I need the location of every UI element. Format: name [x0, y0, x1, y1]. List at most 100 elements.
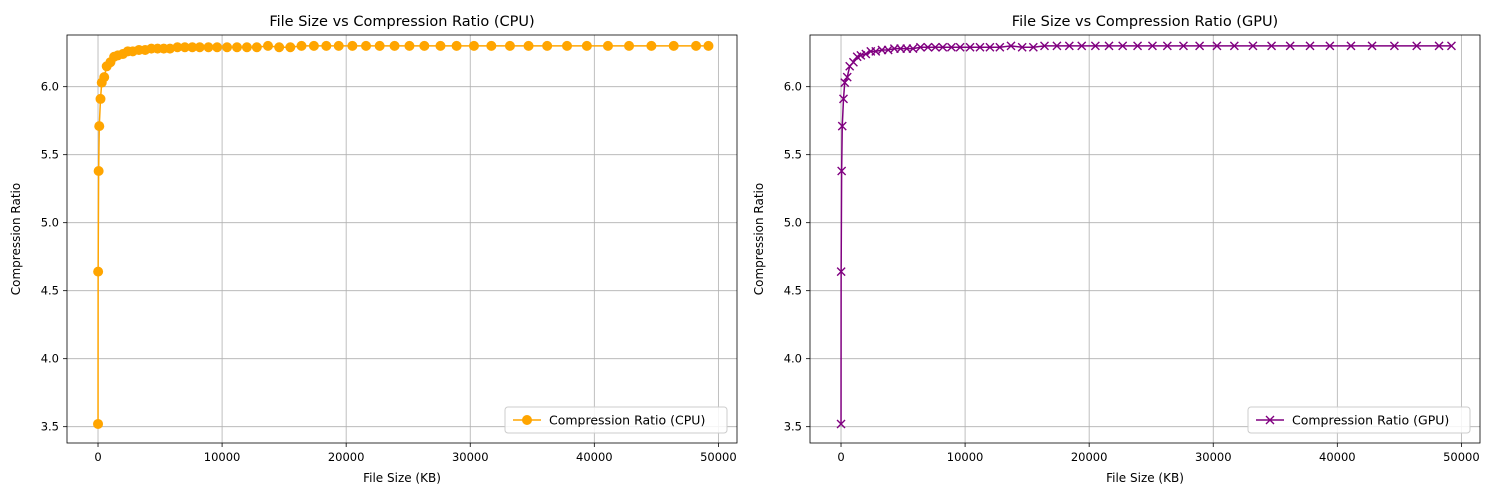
y-tick-label: 4.0	[41, 352, 59, 366]
data-point	[486, 40, 497, 51]
series-markers	[93, 40, 714, 429]
data-point	[985, 42, 995, 52]
data-point	[1090, 41, 1100, 51]
x-tick-label: 30000	[452, 450, 489, 464]
data-point	[285, 42, 296, 53]
x-tick-label: 30000	[1195, 450, 1232, 464]
y-tick-label: 3.5	[41, 420, 59, 434]
y-tick-label: 5.0	[784, 216, 802, 230]
legend-label: Compression Ratio (GPU)	[1292, 413, 1449, 428]
y-tick-label: 6.0	[41, 80, 59, 94]
data-point	[361, 40, 372, 51]
data-point	[1285, 41, 1295, 51]
data-point	[451, 40, 462, 51]
data-point	[908, 44, 918, 54]
data-point	[1064, 41, 1074, 51]
data-point	[1389, 41, 1399, 51]
data-point	[646, 40, 657, 51]
data-point	[333, 40, 344, 51]
x-tick-label: 0	[94, 450, 101, 464]
data-point	[602, 40, 613, 51]
data-point	[94, 121, 105, 132]
data-point	[296, 40, 307, 51]
data-point	[1195, 41, 1205, 51]
data-point	[946, 42, 956, 52]
data-point	[848, 57, 858, 67]
data-point	[915, 42, 925, 52]
legend: Compression Ratio (CPU)	[504, 406, 728, 434]
gpu-chart-panel: 0 10000 20000 30000 40000 50000 3.5 4.0 4.5 5.0 5.…	[752, 14, 1481, 485]
data-point	[1212, 41, 1222, 51]
x-tick-label: 20000	[328, 450, 365, 464]
data-point	[1325, 41, 1335, 51]
data-point	[95, 93, 106, 104]
data-point	[668, 40, 679, 51]
data-point	[1412, 41, 1422, 51]
data-point	[840, 78, 850, 88]
data-point	[837, 166, 847, 176]
data-point	[308, 40, 319, 51]
x-tick-label: 50000	[700, 450, 737, 464]
legend: Compression Ratio (GPU)	[1247, 406, 1471, 434]
data-point	[1028, 42, 1038, 52]
data-point	[93, 418, 104, 429]
data-point	[93, 266, 104, 277]
data-point	[1305, 41, 1315, 51]
x-tick-label: 10000	[947, 450, 984, 464]
data-point	[1178, 41, 1188, 51]
data-point	[562, 40, 573, 51]
y-tick-label: 4.5	[784, 284, 802, 298]
data-point	[374, 40, 385, 51]
data-point	[1267, 41, 1277, 51]
data-point	[542, 40, 553, 51]
legend-marker-swatch	[1265, 415, 1275, 425]
data-point	[1229, 41, 1239, 51]
x-axis-label: File Size (KB)	[363, 471, 441, 485]
chart-title: File Size vs Compression Ratio (CPU)	[269, 14, 534, 30]
data-point	[1118, 41, 1128, 51]
data-point	[231, 42, 242, 53]
data-point	[1133, 41, 1143, 51]
data-point	[1346, 41, 1356, 51]
y-tick-label: 5.5	[41, 148, 59, 162]
series-markers	[836, 41, 1456, 429]
x-tick-label: 40000	[1319, 450, 1356, 464]
data-point	[1052, 41, 1062, 51]
y-tick-label: 3.5	[784, 420, 802, 434]
data-point	[321, 40, 332, 51]
data-point	[251, 42, 262, 53]
data-point	[435, 40, 446, 51]
data-point	[965, 42, 975, 52]
data-point	[837, 121, 847, 131]
legend-marker-swatch	[522, 415, 532, 425]
data-point	[861, 49, 871, 59]
legend-label: Compression Ratio (CPU)	[549, 413, 705, 428]
data-point	[955, 42, 965, 52]
legend-box	[504, 406, 728, 434]
data-point	[404, 40, 415, 51]
chart-title: File Size vs Compression Ratio (GPU)	[1012, 14, 1278, 30]
series-line	[97, 45, 709, 424]
data-point	[93, 166, 104, 176]
data-point	[1248, 41, 1258, 51]
data-point	[1367, 41, 1377, 51]
y-tick-label: 6.0	[784, 80, 802, 94]
data-point	[975, 42, 985, 52]
x-axis-label: File Size (KB)	[1106, 471, 1184, 485]
data-point	[1040, 41, 1049, 51]
y-tick-label: 5.5	[784, 148, 802, 162]
data-point	[581, 40, 592, 51]
data-point	[1017, 42, 1027, 52]
data-point	[194, 42, 205, 53]
y-axis-label: Compression Ratio	[752, 183, 766, 296]
data-point	[1162, 41, 1172, 51]
axes-frame	[809, 34, 1481, 444]
data-point	[263, 40, 273, 51]
y-tick-label: 4.5	[41, 284, 59, 298]
data-point	[203, 42, 214, 53]
data-point	[274, 42, 285, 53]
data-point	[99, 72, 110, 83]
series-line	[840, 45, 1452, 424]
y-axis-label: Compression Ratio	[9, 183, 23, 296]
